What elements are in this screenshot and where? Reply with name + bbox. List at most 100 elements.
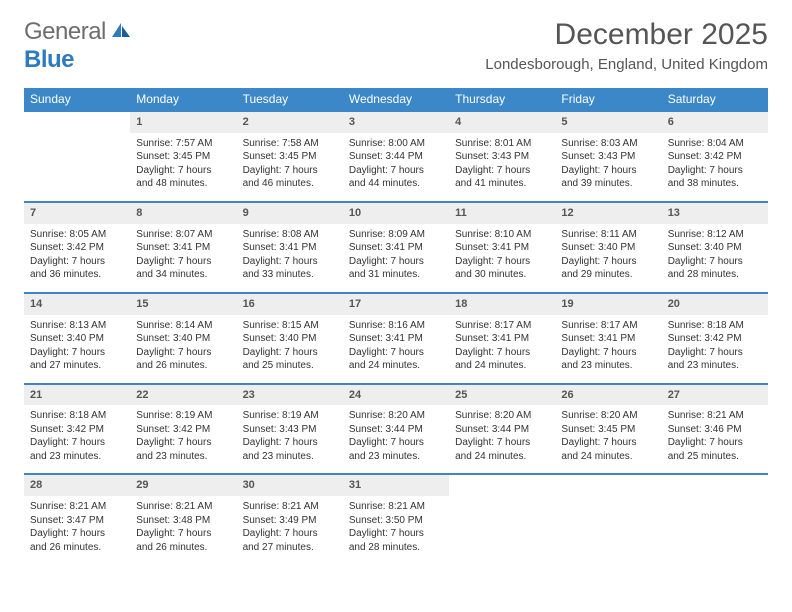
day-details: Sunrise: 8:20 AMSunset: 3:45 PMDaylight:… (555, 405, 661, 474)
day-number: 4 (449, 111, 555, 133)
title-block: December 2025 Londesborough, England, Un… (485, 18, 768, 73)
day-details: Sunrise: 8:11 AMSunset: 3:40 PMDaylight:… (555, 224, 661, 293)
day-number: 20 (662, 293, 768, 315)
empty-cell (662, 474, 768, 496)
day-details: Sunrise: 8:14 AMSunset: 3:40 PMDaylight:… (130, 315, 236, 384)
sunset-line: Sunset: 3:41 PM (349, 241, 443, 255)
day-details: Sunrise: 8:19 AMSunset: 3:43 PMDaylight:… (237, 405, 343, 474)
sunset-line: Sunset: 3:42 PM (30, 241, 124, 255)
day-header-row: SundayMondayTuesdayWednesdayThursdayFrid… (24, 88, 768, 111)
sunset-line: Sunset: 3:43 PM (561, 150, 655, 164)
day-details: Sunrise: 8:21 AMSunset: 3:46 PMDaylight:… (662, 405, 768, 474)
day-header: Saturday (662, 88, 768, 111)
sunset-line: Sunset: 3:41 PM (455, 241, 549, 255)
day-details: Sunrise: 8:16 AMSunset: 3:41 PMDaylight:… (343, 315, 449, 384)
day-details: Sunrise: 8:05 AMSunset: 3:42 PMDaylight:… (24, 224, 130, 293)
day-header: Wednesday (343, 88, 449, 111)
daylight-line: Daylight: 7 hours and 30 minutes. (455, 255, 549, 282)
day-number: 26 (555, 384, 661, 406)
daylight-line: Daylight: 7 hours and 28 minutes. (349, 527, 443, 554)
day-number: 29 (130, 474, 236, 496)
sunrise-line: Sunrise: 7:57 AM (136, 137, 230, 151)
day-number: 6 (662, 111, 768, 133)
day-details: Sunrise: 8:20 AMSunset: 3:44 PMDaylight:… (343, 405, 449, 474)
sunset-line: Sunset: 3:44 PM (349, 423, 443, 437)
sunset-line: Sunset: 3:44 PM (455, 423, 549, 437)
day-details: Sunrise: 8:09 AMSunset: 3:41 PMDaylight:… (343, 224, 449, 293)
day-details: Sunrise: 8:13 AMSunset: 3:40 PMDaylight:… (24, 315, 130, 384)
day-number: 5 (555, 111, 661, 133)
sunrise-line: Sunrise: 8:21 AM (136, 500, 230, 514)
sunrise-line: Sunrise: 7:58 AM (243, 137, 337, 151)
sunrise-line: Sunrise: 8:09 AM (349, 228, 443, 242)
sunset-line: Sunset: 3:41 PM (349, 332, 443, 346)
daynum-row: 21222324252627 (24, 384, 768, 406)
sunrise-line: Sunrise: 8:15 AM (243, 319, 337, 333)
day-number: 1 (130, 111, 236, 133)
sunset-line: Sunset: 3:50 PM (349, 514, 443, 528)
empty-cell (24, 111, 130, 133)
content-row: Sunrise: 8:13 AMSunset: 3:40 PM Daylight:… (24, 315, 768, 384)
day-details: Sunrise: 8:21 AMSunset: 3:49 PMDaylight:… (237, 496, 343, 564)
sunset-line: Sunset: 3:42 PM (30, 423, 124, 437)
day-header: Monday (130, 88, 236, 111)
day-number: 28 (24, 474, 130, 496)
sunrise-line: Sunrise: 8:18 AM (30, 409, 124, 423)
day-number: 8 (130, 202, 236, 224)
day-number: 15 (130, 293, 236, 315)
sunset-line: Sunset: 3:45 PM (243, 150, 337, 164)
daynum-row: 14151617181920 (24, 293, 768, 315)
day-number: 18 (449, 293, 555, 315)
page-title: December 2025 (485, 18, 768, 52)
empty-cell (24, 133, 130, 202)
content-row: Sunrise: 8:18 AMSunset: 3:42 PMDaylight:… (24, 405, 768, 474)
sunrise-line: Sunrise: 8:21 AM (243, 500, 337, 514)
day-details: Sunrise: 8:21 AMSunset: 3:47 PMDaylight:… (24, 496, 130, 564)
daylight-line: Daylight: 7 hours and 23 minutes. (668, 346, 762, 373)
day-header: Tuesday (237, 88, 343, 111)
daylight-line: Daylight: 7 hours and 23 minutes. (30, 436, 124, 463)
day-number: 24 (343, 384, 449, 406)
sunrise-line: Sunrise: 8:21 AM (349, 500, 443, 514)
day-details: Sunrise: 8:21 AMSunset: 3:48 PMDaylight:… (130, 496, 236, 564)
day-details: Sunrise: 8:17 AMSunset: 3:41 PMDaylight:… (555, 315, 661, 384)
day-details: Sunrise: 8:00 AMSunset: 3:44 PMDaylight:… (343, 133, 449, 202)
sunrise-line: Sunrise: 8:21 AM (668, 409, 762, 423)
header: General Blue December 2025 Londesborough… (24, 18, 768, 74)
daylight-line: Daylight: 7 hours and 24 minutes. (455, 436, 549, 463)
day-details: Sunrise: 8:19 AMSunset: 3:42 PMDaylight:… (130, 405, 236, 474)
day-number: 23 (237, 384, 343, 406)
sunrise-line: Sunrise: 8:19 AM (136, 409, 230, 423)
sunrise-line: Sunrise: 8:10 AM (455, 228, 549, 242)
sunrise-line: Sunrise: 8:13 AM (30, 319, 124, 333)
daylight-line: Daylight: 7 hours and 23 minutes. (561, 346, 655, 373)
calendar-table: SundayMondayTuesdayWednesdayThursdayFrid… (24, 88, 768, 564)
daylight-line: Daylight: 7 hours and 26 minutes. (136, 346, 230, 373)
sunset-line: Sunset: 3:40 PM (30, 332, 124, 346)
sunset-line: Sunset: 3:41 PM (136, 241, 230, 255)
logo-text-blue: Blue (24, 46, 74, 73)
sunrise-line: Sunrise: 8:04 AM (668, 137, 762, 151)
sunrise-line: Sunrise: 8:11 AM (561, 228, 655, 242)
sunset-line: Sunset: 3:42 PM (668, 150, 762, 164)
daylight-line: Daylight: 7 hours and 39 minutes. (561, 164, 655, 191)
daylight-line: Daylight: 7 hours and 24 minutes. (561, 436, 655, 463)
day-number: 11 (449, 202, 555, 224)
day-details: Sunrise: 7:57 AMSunset: 3:45 PMDaylight:… (130, 133, 236, 202)
daynum-row: 78910111213 (24, 202, 768, 224)
day-number: 7 (24, 202, 130, 224)
daylight-line: Daylight: 7 hours and 33 minutes. (243, 255, 337, 282)
day-number: 13 (662, 202, 768, 224)
sunset-line: Sunset: 3:42 PM (668, 332, 762, 346)
day-details: Sunrise: 8:01 AMSunset: 3:43 PMDaylight:… (449, 133, 555, 202)
daylight-line: Daylight: 7 hours and 26 minutes. (136, 527, 230, 554)
daylight-line: Daylight: 7 hours and 38 minutes. (668, 164, 762, 191)
sunset-line: Sunset: 3:45 PM (561, 423, 655, 437)
day-number: 3 (343, 111, 449, 133)
sunrise-line: Sunrise: 8:08 AM (243, 228, 337, 242)
sunrise-line: Sunrise: 8:05 AM (30, 228, 124, 242)
daynum-row: 123456 (24, 111, 768, 133)
sunrise-line: Sunrise: 8:18 AM (668, 319, 762, 333)
day-number: 2 (237, 111, 343, 133)
daylight-line: Daylight: 7 hours and 46 minutes. (243, 164, 337, 191)
